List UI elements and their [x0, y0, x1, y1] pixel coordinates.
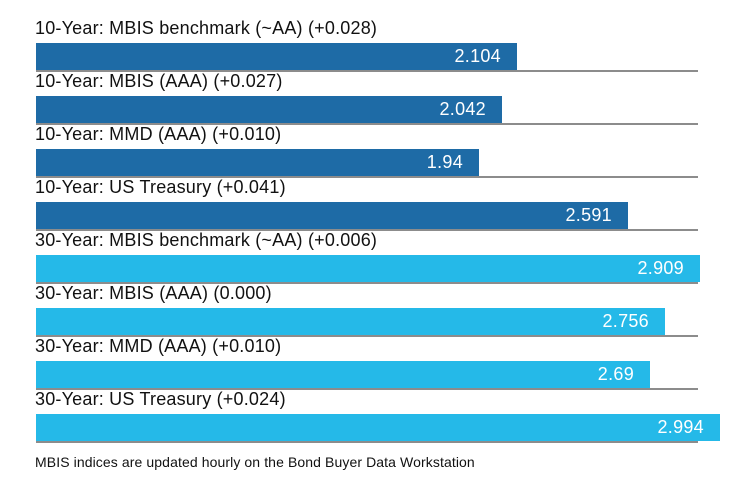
bar-label: 30-Year: MBIS (AAA) (0.000) — [35, 283, 272, 303]
chart-row: 30-Year: MBIS benchmark (~AA) (+0.006) 2.… — [35, 229, 740, 284]
bar-value-label: 2.591 — [565, 205, 612, 225]
bar-label: 10-Year: US Treasury (+0.041) — [35, 177, 286, 197]
bar-label: 10-Year: MBIS benchmark (~AA) (+0.028) — [35, 18, 378, 38]
chart-row: 30-Year: MBIS (AAA) (0.000) 2.756 — [35, 282, 740, 337]
bar-area: 2.909 — [35, 255, 740, 284]
bar-area: 1.94 — [35, 149, 740, 178]
row-baseline-gridline — [36, 335, 698, 337]
bar-area: 2.756 — [35, 308, 740, 337]
bar-value-label: 2.69 — [597, 364, 634, 384]
chart-row: 30-Year: MMD (AAA) (+0.010) 2.69 — [35, 335, 740, 390]
row-baseline-gridline — [36, 282, 698, 284]
bar-value-label: 2.994 — [657, 417, 704, 437]
bar-label: 10-Year: MBIS (AAA) (+0.027) — [35, 71, 283, 91]
bar-value-label: 2.909 — [637, 258, 684, 278]
chart-row: 10-Year: US Treasury (+0.041) 2.591 — [35, 176, 740, 231]
bar-area: 2.591 — [35, 202, 740, 231]
bar-value-label: 2.756 — [602, 311, 649, 331]
bar: 2.104 — [36, 43, 517, 70]
row-baseline-gridline — [36, 229, 698, 231]
chart-rows: 10-Year: MBIS benchmark (~AA) (+0.028) 2.… — [35, 17, 740, 443]
chart-row: 10-Year: MBIS (AAA) (+0.027) 2.042 — [35, 70, 740, 125]
bar-label: 30-Year: US Treasury (+0.024) — [35, 389, 286, 409]
bar: 2.756 — [36, 308, 665, 335]
bar-value-label: 1.94 — [426, 152, 463, 172]
bar-value-label: 2.042 — [439, 99, 486, 119]
bar-value-label: 2.104 — [454, 46, 501, 66]
chart-row: 10-Year: MBIS benchmark (~AA) (+0.028) 2.… — [35, 17, 740, 72]
row-baseline-gridline — [36, 388, 698, 390]
row-baseline-gridline — [36, 70, 698, 72]
chart-row: 10-Year: MMD (AAA) (+0.010) 1.94 — [35, 123, 740, 178]
bar: 2.994 — [36, 414, 720, 441]
bar: 2.909 — [36, 255, 700, 282]
bar: 2.042 — [36, 96, 502, 123]
row-baseline-gridline — [36, 176, 698, 178]
bar-label: 10-Year: MMD (AAA) (+0.010) — [35, 124, 282, 144]
row-baseline-gridline — [36, 441, 698, 443]
bar: 2.69 — [36, 361, 650, 388]
bar: 2.591 — [36, 202, 628, 229]
bar-area: 2.69 — [35, 361, 740, 390]
chart-row: 30-Year: US Treasury (+0.024) 2.994 — [35, 388, 740, 443]
bar-label: 30-Year: MBIS benchmark (~AA) (+0.006) — [35, 230, 378, 250]
bar-area: 2.994 — [35, 414, 740, 443]
bar: 1.94 — [36, 149, 479, 176]
bar-label: 30-Year: MMD (AAA) (+0.010) — [35, 336, 282, 356]
bar-area: 2.042 — [35, 96, 740, 125]
bar-area: 2.104 — [35, 43, 740, 72]
chart-footnote: MBIS indices are updated hourly on the B… — [35, 454, 475, 470]
row-baseline-gridline — [36, 123, 698, 125]
